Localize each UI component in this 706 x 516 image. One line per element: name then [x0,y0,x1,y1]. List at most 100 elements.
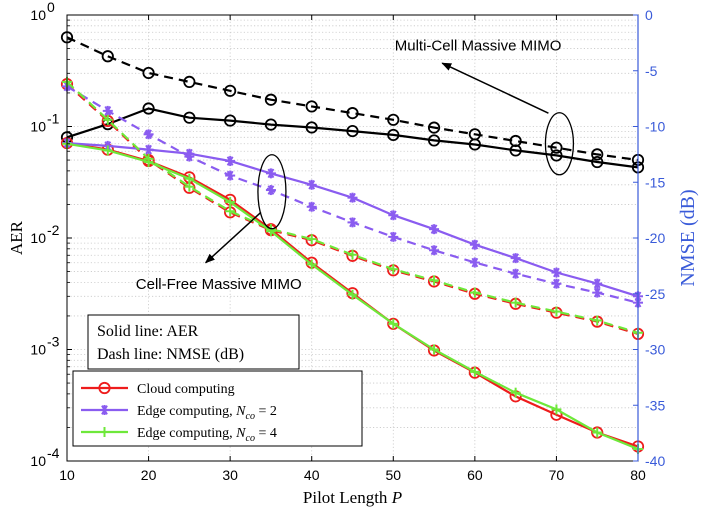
data-point [387,317,400,330]
series [60,31,645,167]
y-right-tick-label: -20 [645,230,665,246]
legend-label: Cloud computing [137,382,235,397]
note-box [87,314,300,370]
data-point [101,50,114,63]
data-point [469,287,480,298]
x-tick-label: 70 [549,467,565,483]
y-right-tick-label: -40 [645,453,665,469]
cell-free-ellipse [257,154,287,230]
data-point [550,149,563,162]
y-axis-right-label: NMSE (dB) [677,189,699,286]
data-point [551,404,562,415]
series [60,102,645,174]
data-point [225,156,236,167]
data-point [346,107,359,120]
data-point [143,129,154,140]
y-left-tick-label: 10 [30,342,46,358]
y-right-tick-label: -15 [645,174,665,190]
legend-entry: Edge computing, Nco = 2 [81,404,277,422]
data-point [143,153,154,164]
multi-cell-arrow [441,62,549,114]
data-point [592,287,603,298]
legend-entry: Cloud computing [81,381,235,397]
legend-label: Edge computing, Nco = 2 [137,404,277,422]
x-tick-label: 20 [141,467,157,483]
x-axis-label-symbol: P [391,488,402,507]
data-point [224,84,237,97]
data-point [550,141,563,154]
data-point [225,197,236,208]
y-left-tick-exponent: -2 [47,222,60,238]
x-tick-label: 30 [222,467,238,483]
data-point [591,148,604,161]
data-point [183,75,196,89]
data-point [551,267,562,278]
series-line [66,107,639,169]
data-point [143,144,154,155]
y-left-tick-label: 10 [30,7,46,23]
x-axis-label-text: Pilot Length [303,488,388,507]
data-point [102,114,113,125]
y-left-tick-exponent: 0 [47,0,55,15]
data-point [265,185,276,196]
data-point [98,381,111,395]
data-point [469,239,480,250]
data-point [347,249,358,260]
y-left-tick-exponent: -1 [47,111,60,127]
data-point [387,128,400,142]
data-point [510,253,521,264]
data-point [510,268,521,279]
line-style-note: Solid line: AER Dash line: NMSE (dB) [87,314,300,370]
data-point [468,128,481,141]
data-point [99,427,110,437]
y-left-tick-label: 10 [30,119,46,135]
data-point [429,275,440,286]
data-point [388,318,399,329]
multi-cell-ellipse [544,112,575,176]
data-point [346,124,359,138]
legend-items: Cloud computing Edge computing, Nco = 2 Ed… [81,381,277,444]
y-left-tick-label: 10 [30,230,46,246]
y-left-tick-label: 10 [30,453,46,469]
data-point [306,259,317,270]
data-point [225,206,236,217]
y-right-tick-label: -35 [645,397,665,413]
multi-cell-annotation: Multi-Cell Massive MIMO [395,38,562,55]
data-point [347,217,358,228]
note-dash-line: Dash line: NMSE (dB) [97,346,244,363]
data-point [102,105,113,116]
x-tick-label: 50 [385,467,401,483]
y-right-tick-label: 0 [645,7,653,23]
data-point [142,102,155,115]
data-point [225,170,236,181]
data-point [592,427,603,438]
data-point [306,234,317,245]
data-point [264,93,278,106]
data-point [224,114,237,127]
data-point [429,245,440,256]
data-point [592,278,603,289]
data-point [509,134,522,148]
y-axis-left-label: AER [7,220,26,255]
y-right-tick-label: -10 [645,119,665,135]
data-point [306,201,317,212]
x-tick-label: 10 [59,467,75,483]
data-point [429,224,440,235]
data-point [510,297,521,308]
data-point [469,257,480,268]
x-axis-label: Pilot Length P [303,488,402,507]
data-point [591,426,604,439]
series-line [66,81,639,334]
legend-entry: Edge computing, Nco = 4 [81,426,277,444]
data-point [183,111,196,124]
data-point [388,231,399,242]
x-tick-label: 60 [467,467,483,483]
data-point [184,151,195,162]
data-point [509,144,522,157]
y-left-tick-exponent: -3 [47,334,60,350]
data-point [469,366,480,377]
data-point [306,179,317,190]
series [62,81,643,308]
